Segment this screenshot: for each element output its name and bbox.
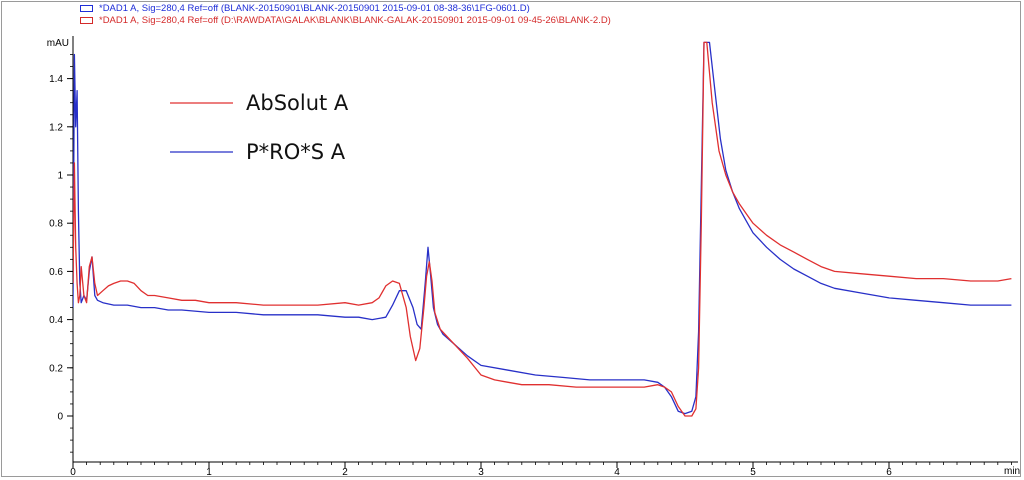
y-tick-label: 1.4: [49, 74, 63, 85]
y-tick-label: 0.6: [49, 267, 63, 278]
y-tick-label: 0: [57, 412, 63, 423]
series-line-absolut-a: [73, 41, 1012, 417]
axes: 0 0.2 0.4 0.6 0.8 1 1.2 1.4 mAU 0 1 2 3 4 5 6 min: [47, 36, 1020, 478]
trace-header-blue: *DAD1 A, Sig=280,4 Ref=off (BLANK-201509…: [80, 3, 530, 14]
y-tick-label: 0.4: [49, 315, 63, 326]
x-tick-label: 6: [886, 467, 892, 478]
y-tick-label: 0.2: [49, 363, 63, 374]
legend-box-blue: [80, 4, 93, 12]
trace-header-red-text: *DAD1 A, Sig=280,4 Ref=off (D:\RAWDATA\G…: [99, 15, 611, 26]
x-tick-label: 4: [614, 467, 620, 478]
series-group: [73, 41, 1012, 417]
x-tick-label: 2: [342, 467, 348, 478]
x-tick-label: 3: [478, 467, 484, 478]
trace-header-blue-text: *DAD1 A, Sig=280,4 Ref=off (BLANK-201509…: [99, 3, 530, 14]
series-line-pros-a: [73, 41, 1012, 415]
y-tick-label: 0.8: [49, 219, 63, 230]
y-tick-label: 1: [57, 171, 63, 182]
legend: AbSolut A P*RO*S A: [170, 91, 349, 164]
x-tick-label: 1: [206, 467, 212, 478]
y-tick-label: 1.2: [49, 122, 63, 133]
x-tick-label: 5: [750, 467, 756, 478]
legend-box-red: [80, 16, 93, 24]
trace-header-red: *DAD1 A, Sig=280,4 Ref=off (D:\RAWDATA\G…: [80, 15, 611, 26]
y-axis-label: mAU: [47, 38, 69, 49]
legend-label-absolut-a: AbSolut A: [246, 91, 349, 115]
legend-label-pros-a: P*RO*S A: [246, 140, 346, 164]
x-axis-label: min: [1004, 466, 1020, 477]
x-tick-label: 0: [70, 467, 76, 478]
